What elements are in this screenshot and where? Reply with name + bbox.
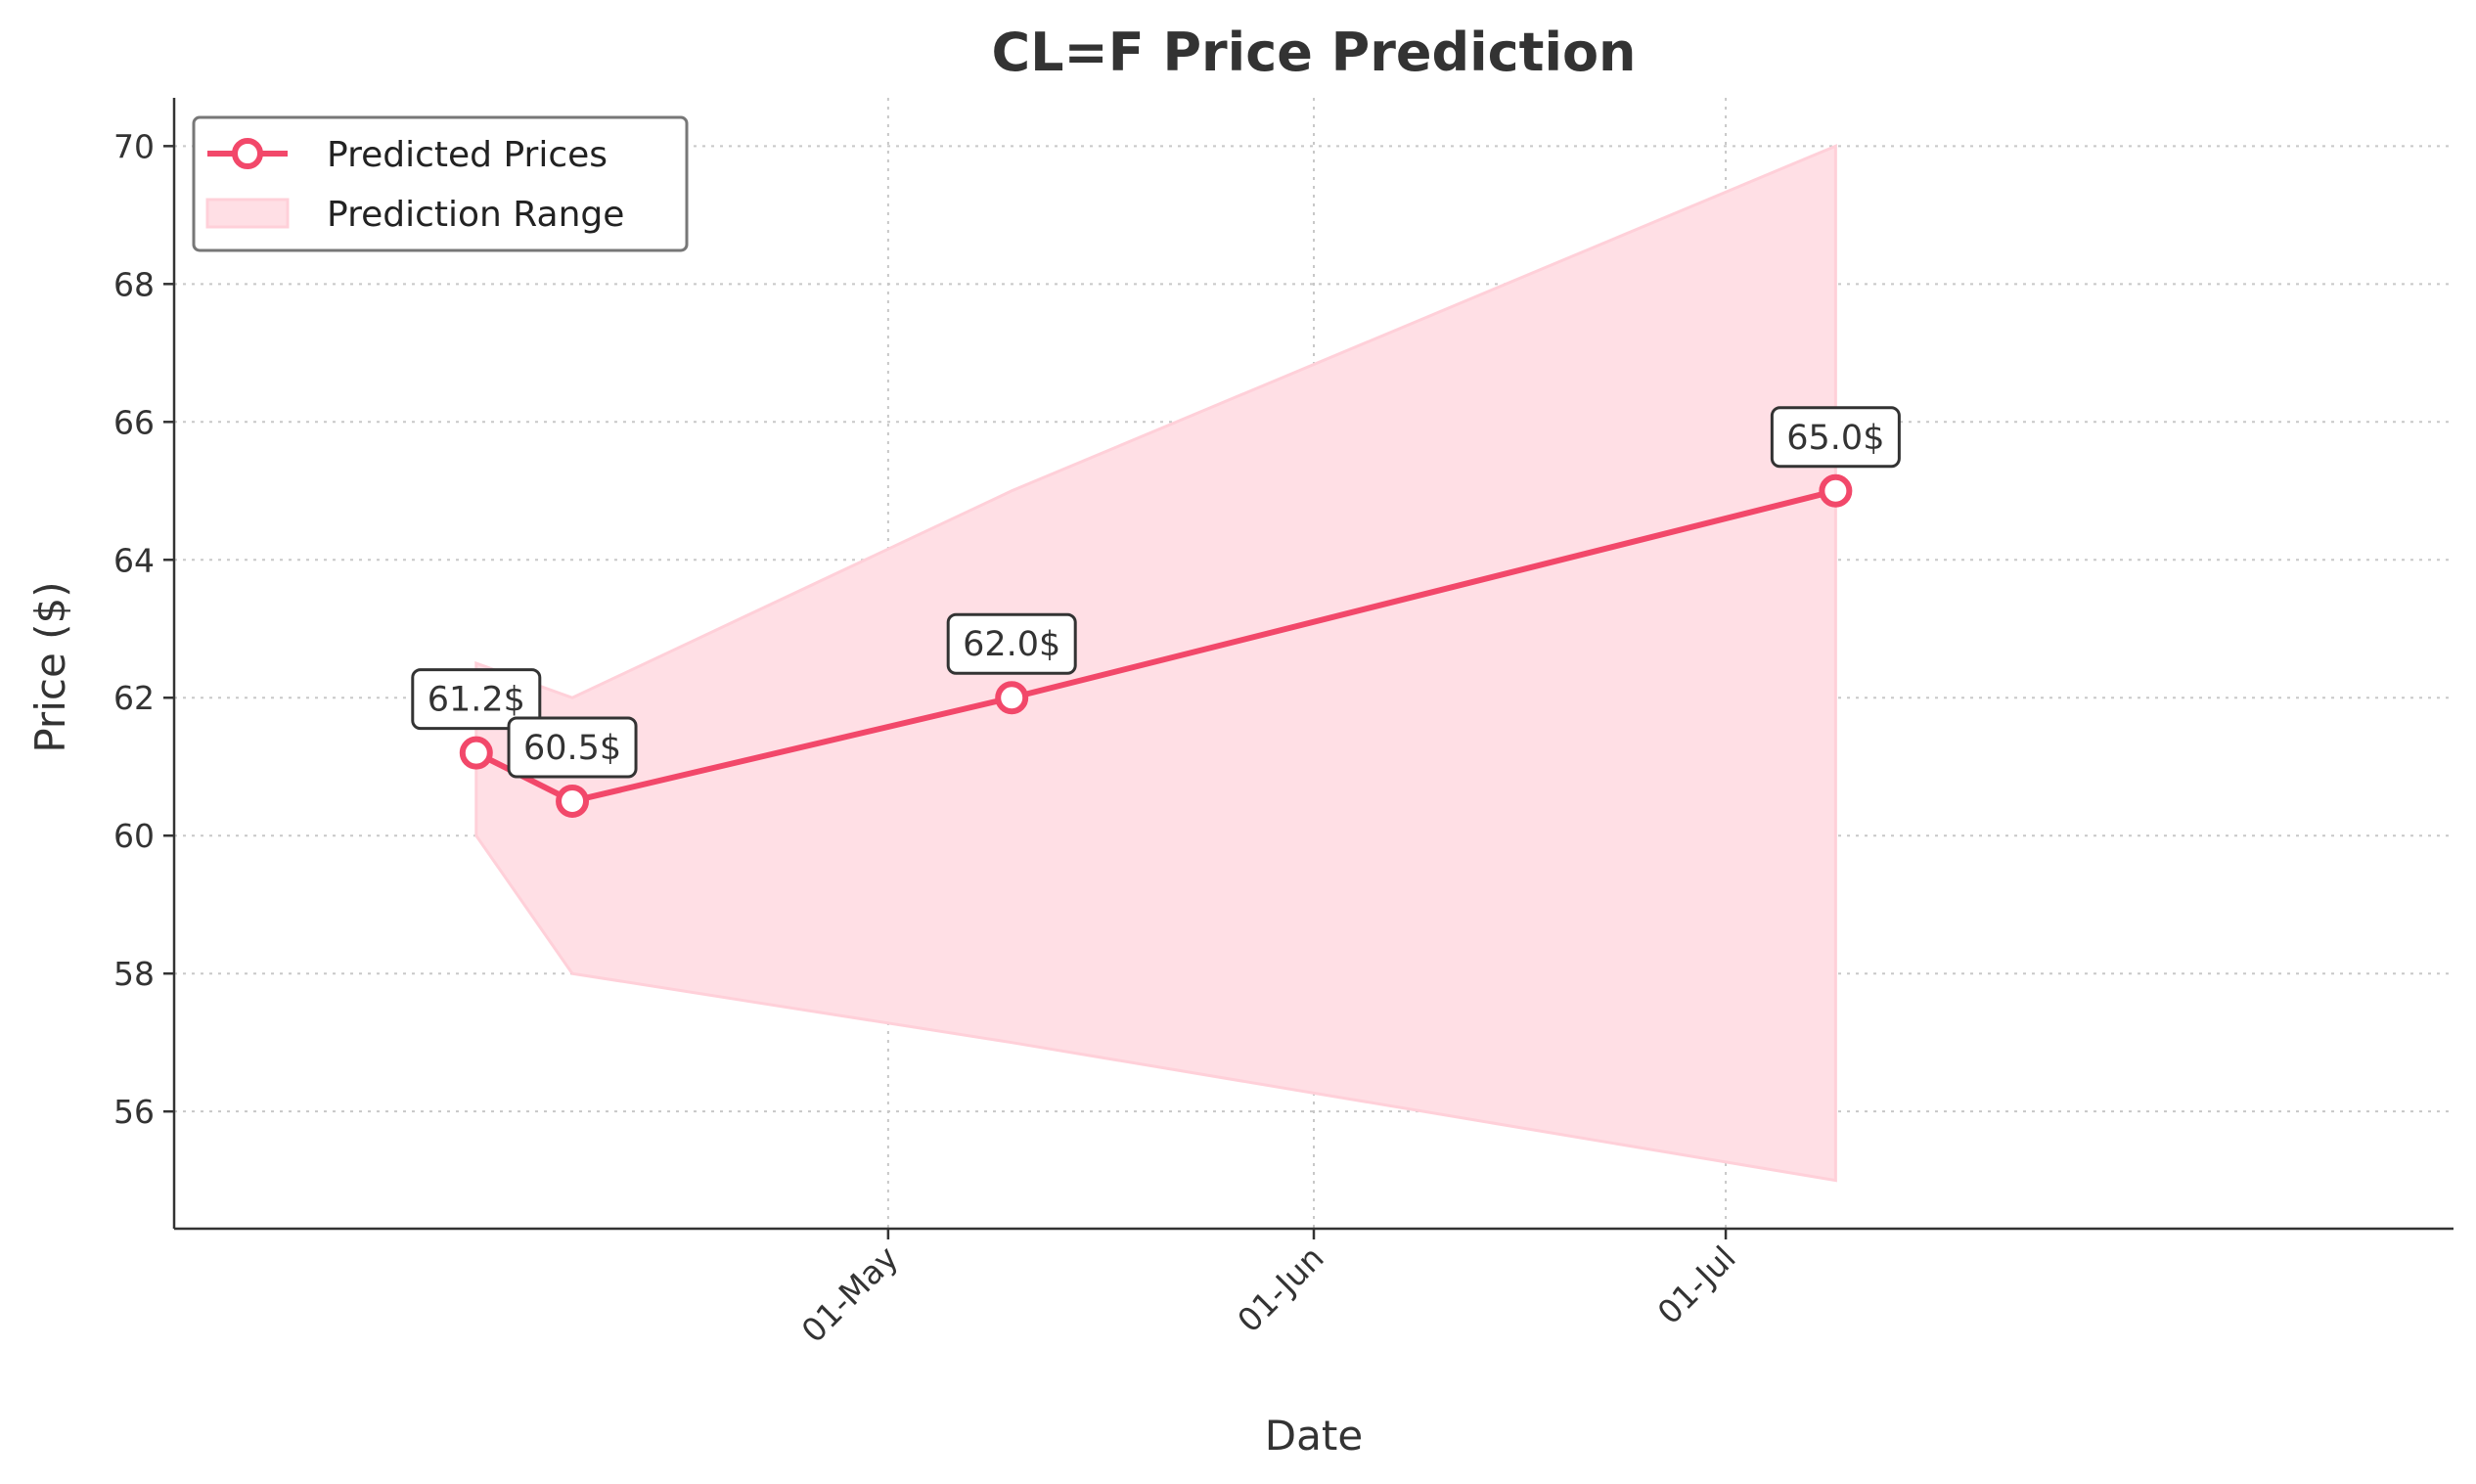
y-tick-label: 62 [113,679,155,717]
predicted-price-point [1819,473,1853,508]
x-tick-label: 01-Jun [1230,1238,1330,1339]
annotation-layer: 61.2$ 60.5$ 62.0$ 65.0$ [411,406,1901,779]
legend-label-range: Prediction Range [327,195,624,235]
y-tick-label: 66 [113,403,155,441]
predicted-price-point [995,681,1029,715]
data-label-box [411,668,542,731]
data-label: 60.5$ [523,729,621,768]
y-tick-label: 56 [113,1093,155,1131]
x-tick-label: 01-Jul [1650,1238,1743,1331]
y-tick-label: 58 [113,955,155,993]
y-tick-label: 60 [113,817,155,855]
y-tick-label: 64 [113,541,155,579]
chart-title: CL=F Price Prediction [992,22,1637,83]
x-axis-label: Date [1265,1412,1363,1460]
y-tick-label: 70 [113,127,155,165]
legend-range-swatch [205,198,290,229]
x-tick-label: 01-May [794,1238,906,1350]
data-label: 61.2$ [428,681,525,720]
data-label: 65.0$ [1786,419,1884,458]
legend: Predicted Prices Prediction Range [192,115,689,252]
legend-label-predicted: Predicted Prices [327,135,608,175]
data-label-box [507,716,638,779]
data-label-box [946,612,1077,675]
data-label: 62.0$ [963,625,1060,664]
legend-box [192,115,689,252]
legend-marker-swatch [232,138,263,169]
data-label-box [1770,406,1901,469]
predicted-price-point [459,736,493,770]
predicted-price-point [556,784,590,818]
y-axis-label: Price ($) [26,581,74,752]
y-tick-label: 68 [113,265,155,303]
